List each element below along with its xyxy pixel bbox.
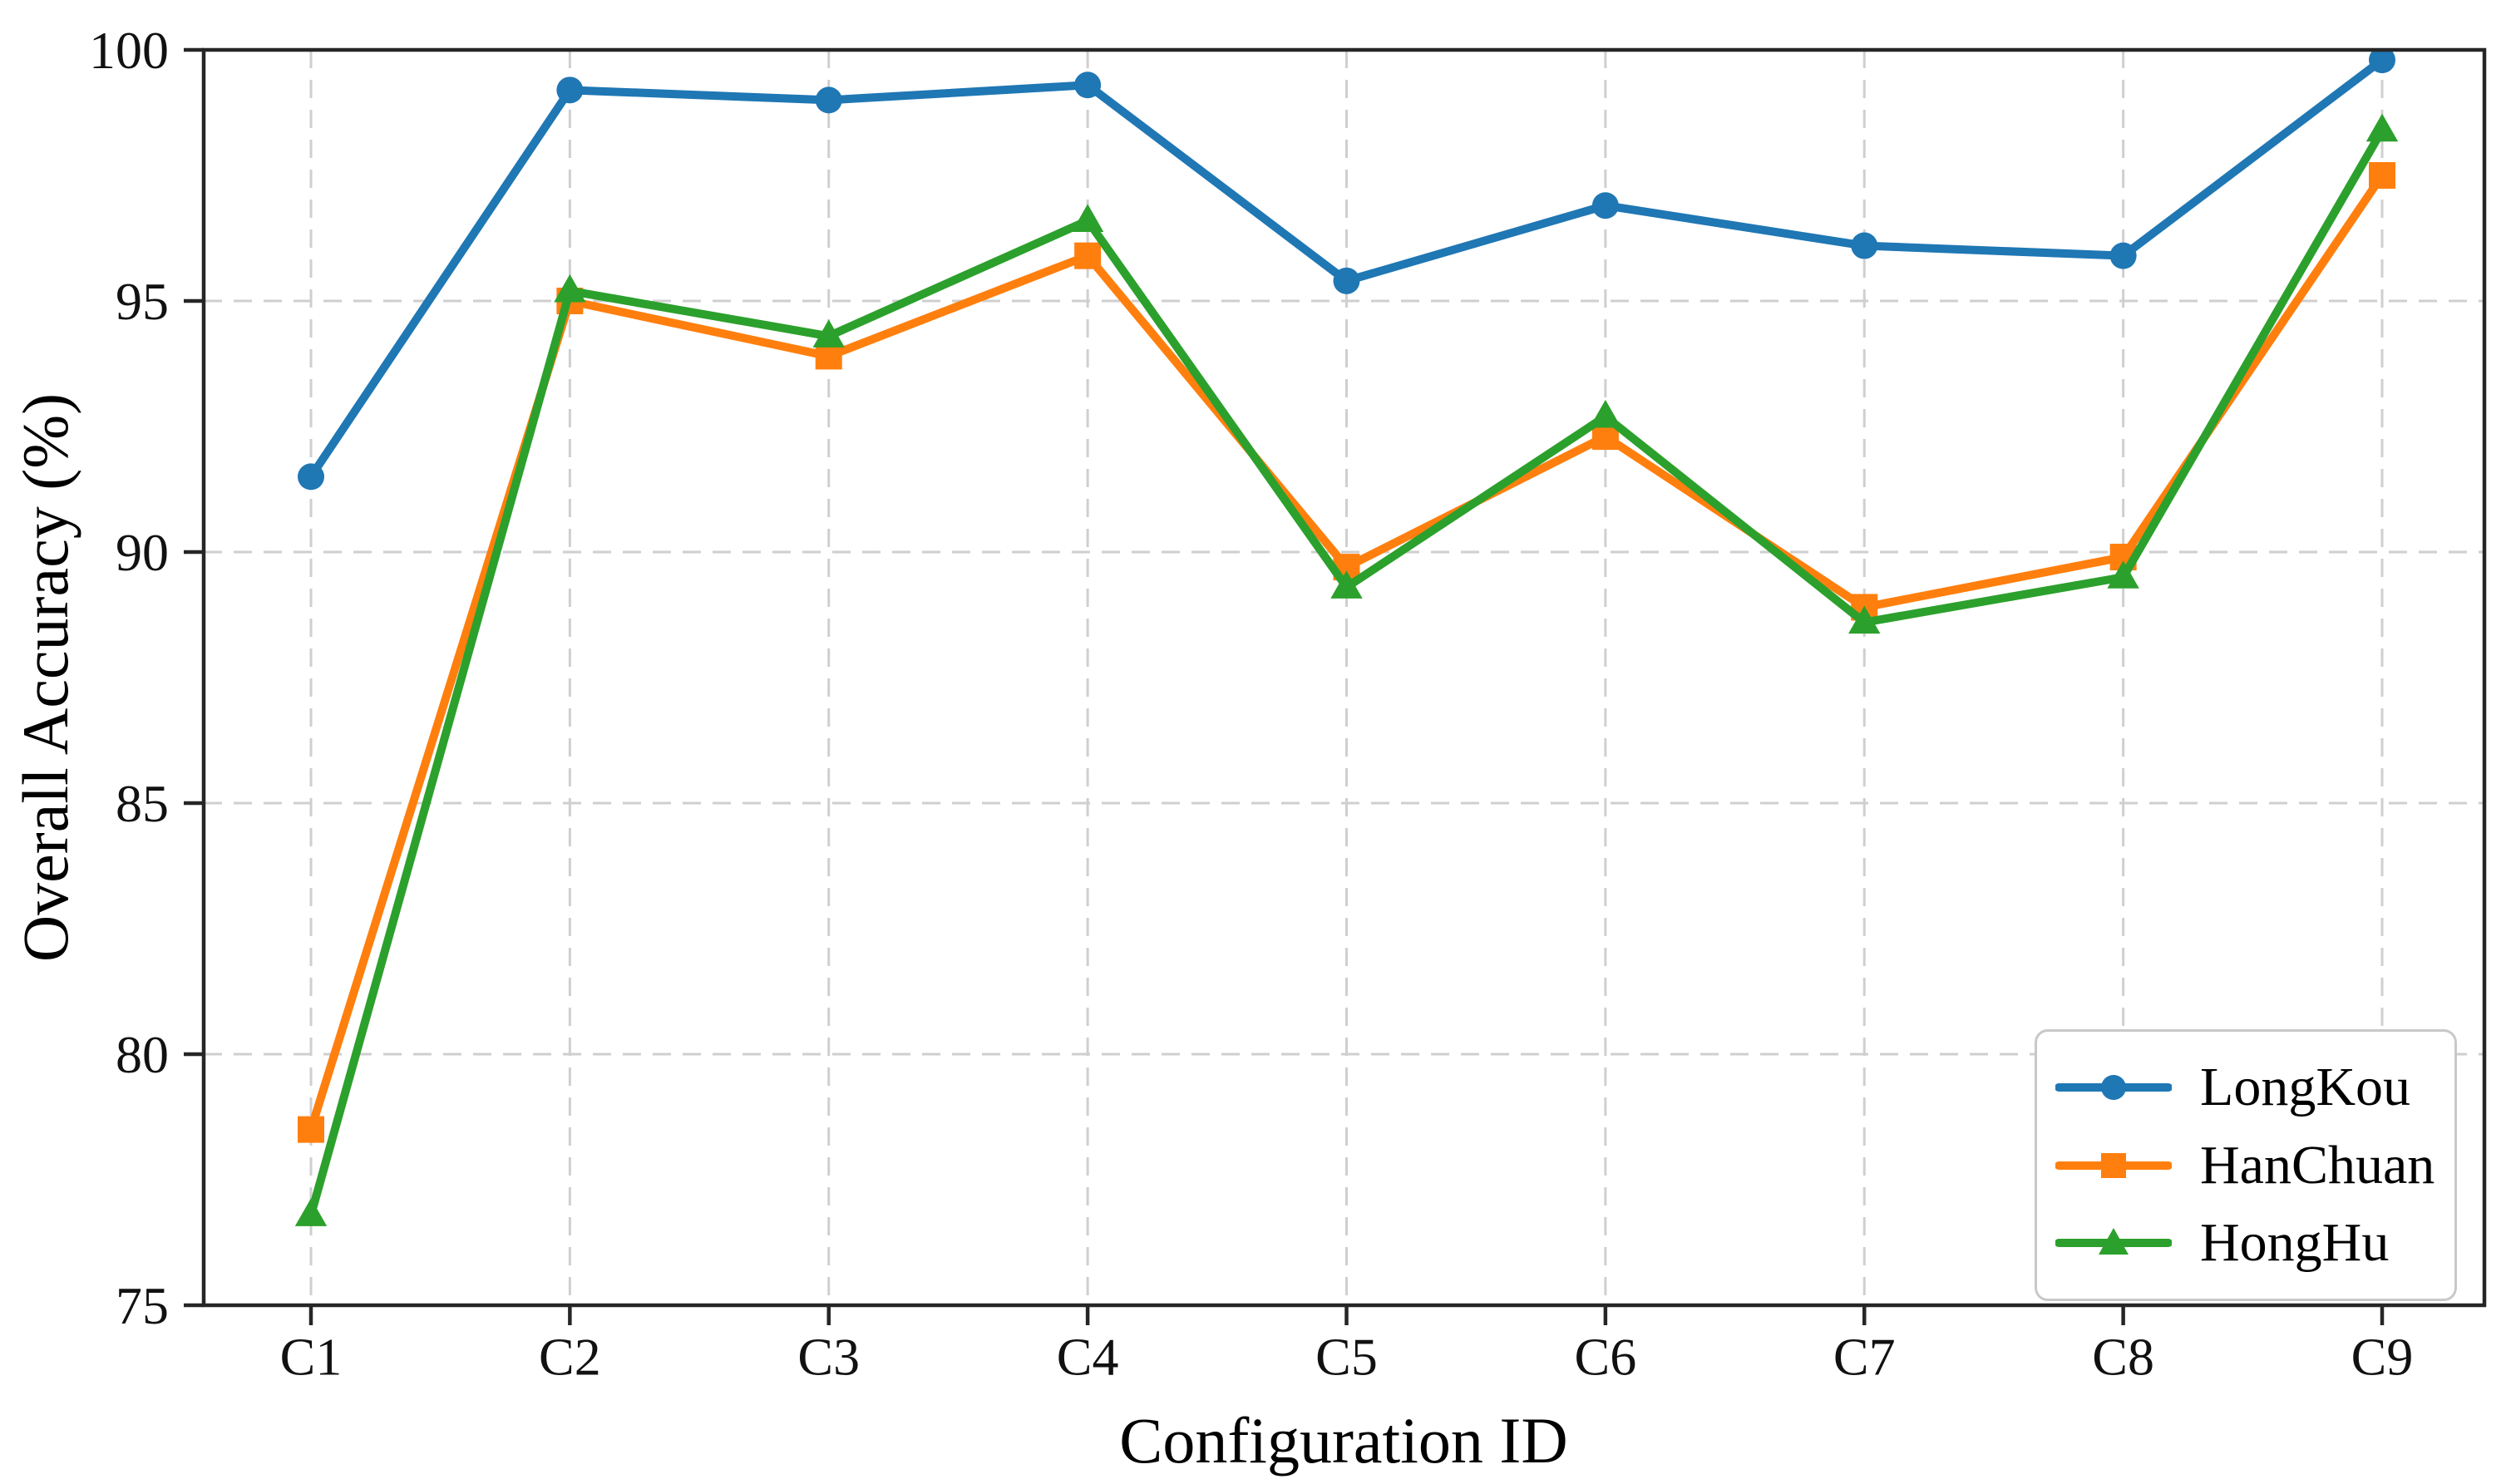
- series-honghu-marker-triangle: [812, 319, 845, 348]
- legend-entry-longkou: LongKou: [2055, 1056, 2454, 1117]
- y-tick-label: 90: [116, 523, 169, 582]
- legend-label: LongKou: [2200, 1056, 2410, 1117]
- series-honghu-marker-triangle: [1589, 399, 1622, 428]
- series-longkou-marker-circle: [815, 86, 842, 114]
- x-tick-label: C6: [1575, 1328, 1637, 1387]
- series-longkou-marker-circle: [298, 463, 324, 491]
- legend-sample-square-icon: [2101, 1152, 2126, 1178]
- x-axis-title: Configuration ID: [1119, 1404, 1568, 1477]
- series-honghu-marker-triangle: [2107, 560, 2139, 589]
- legend-entry-hanchuan: HanChuan: [2055, 1134, 2454, 1196]
- series-longkou-marker-circle: [2109, 242, 2137, 269]
- series-longkou-marker-circle: [1074, 71, 1102, 99]
- x-tick-label: C5: [1315, 1328, 1378, 1387]
- y-axis-title: Overall Accuracy (%): [9, 392, 81, 963]
- y-tick-label: 95: [116, 272, 169, 331]
- y-tick-label: 85: [116, 774, 169, 833]
- legend-entry-honghu: HongHu: [2055, 1215, 2454, 1270]
- series-hanchuan-marker-square: [298, 1116, 324, 1143]
- series-honghu-marker-triangle: [2365, 113, 2399, 142]
- series-hanchuan-marker-square: [2369, 162, 2395, 189]
- series-longkou-marker-circle: [1851, 232, 1878, 259]
- series-honghu-marker-triangle: [1071, 204, 1104, 232]
- x-tick-label: C3: [797, 1328, 860, 1387]
- x-tick-label: C8: [2092, 1328, 2154, 1387]
- x-tick-label: C7: [1833, 1328, 1896, 1387]
- series-longkou-marker-circle: [1591, 192, 1619, 219]
- series-hanchuan-marker-square: [1074, 242, 1102, 269]
- legend-label: HongHu: [2200, 1212, 2390, 1274]
- legend-line-square-icon: [2055, 1152, 2172, 1178]
- legend-sample-triangle-icon: [2099, 1228, 2129, 1255]
- legend-sample-circle-icon: [2101, 1074, 2126, 1100]
- y-tick-label: 100: [89, 21, 169, 80]
- legend-line-triangle-icon: [2055, 1228, 2172, 1255]
- x-tick-label: C9: [2351, 1328, 2414, 1387]
- legend: LongKou HanChuan HongHu: [2035, 1029, 2457, 1301]
- axes-frame: [201, 47, 2487, 1308]
- series-honghu-marker-triangle: [294, 1198, 328, 1226]
- series-longkou-marker-circle: [2369, 50, 2395, 74]
- x-tick-label: C1: [280, 1328, 343, 1387]
- x-tick-label: C4: [1057, 1328, 1119, 1387]
- series-honghu-marker-triangle: [1848, 605, 1881, 634]
- x-tick-label: C2: [539, 1328, 601, 1387]
- legend-label: HanChuan: [2200, 1134, 2435, 1196]
- y-tick-label: 75: [116, 1276, 169, 1335]
- series-honghu-marker-triangle: [1330, 570, 1363, 599]
- legend-line-circle-icon: [2055, 1074, 2172, 1100]
- series-honghu-marker-triangle: [554, 274, 586, 303]
- series-longkou-marker-circle: [1333, 267, 1360, 294]
- series-longkou-marker-circle: [556, 76, 584, 104]
- y-tick-label: 80: [116, 1025, 169, 1084]
